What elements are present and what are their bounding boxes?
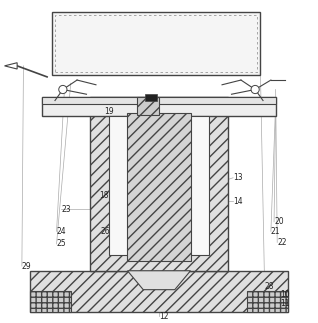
Text: 24: 24 <box>57 227 66 236</box>
Text: 232: 232 <box>194 241 208 250</box>
Text: 22: 22 <box>277 238 287 247</box>
Bar <box>42 98 276 104</box>
Bar <box>247 291 288 312</box>
Text: 29: 29 <box>22 262 31 271</box>
Bar <box>30 271 288 312</box>
Text: 13: 13 <box>233 173 243 182</box>
Text: 25: 25 <box>57 239 66 248</box>
Text: 20: 20 <box>274 217 284 226</box>
Text: 26: 26 <box>101 227 110 236</box>
Text: 16: 16 <box>110 150 120 159</box>
Bar <box>52 12 260 75</box>
Text: 23: 23 <box>61 205 71 214</box>
Bar <box>55 16 257 72</box>
Circle shape <box>251 85 259 94</box>
Text: 19: 19 <box>104 107 114 116</box>
Text: 12: 12 <box>159 312 169 321</box>
Bar <box>145 94 157 100</box>
Text: 10: 10 <box>280 290 290 299</box>
Bar <box>128 113 190 261</box>
Text: 231: 231 <box>192 217 206 226</box>
Bar <box>42 98 276 116</box>
Text: 27: 27 <box>134 243 143 252</box>
Text: 18: 18 <box>99 191 109 200</box>
Text: 11: 11 <box>280 299 290 308</box>
Polygon shape <box>128 271 190 290</box>
Bar <box>137 98 159 115</box>
Bar <box>108 116 143 255</box>
Text: 28: 28 <box>265 282 274 291</box>
Bar <box>30 291 71 312</box>
Circle shape <box>59 85 67 94</box>
Text: 17: 17 <box>110 137 120 146</box>
Bar <box>90 98 228 271</box>
Text: 21: 21 <box>271 227 280 236</box>
Text: 233: 233 <box>194 230 208 239</box>
Text: 14: 14 <box>233 197 243 206</box>
Text: 15: 15 <box>110 162 120 171</box>
Bar <box>175 116 210 255</box>
Polygon shape <box>4 63 17 69</box>
